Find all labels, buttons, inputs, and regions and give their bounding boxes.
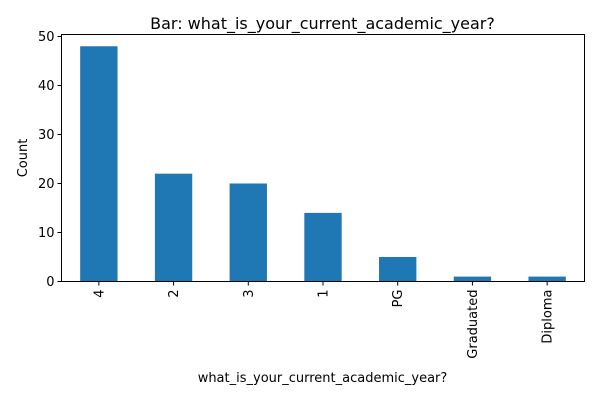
x-axis-ticks: 4 2 3 1 PG Graduated Diploma (92, 281, 556, 359)
chart-title: Bar: what_is_your_current_academic_year? (150, 14, 495, 34)
bar-graduated (453, 276, 492, 282)
y-axis-ticks: 0 10 20 30 40 50 (38, 30, 62, 290)
x-tick-label: PG (391, 290, 406, 308)
x-tick-label: 3 (242, 290, 257, 298)
x-tick-label: 4 (92, 290, 107, 298)
x-axis-label: what_is_your_current_academic_year? (198, 371, 448, 386)
y-tick-label: 50 (38, 30, 55, 45)
y-tick-label: 30 (38, 128, 55, 143)
y-tick-label: 40 (38, 79, 55, 94)
y-tick-label: 10 (38, 226, 55, 241)
y-tick-label: 20 (38, 177, 55, 192)
x-tick-label: 2 (167, 290, 182, 298)
bar-1 (304, 212, 342, 282)
y-axis-label: Count (16, 139, 31, 178)
x-tick-label: 1 (317, 290, 332, 298)
bar-3 (229, 183, 267, 282)
bar-pg (379, 256, 417, 282)
x-tick-label: Graduated (466, 290, 481, 359)
x-tick-label: Diploma (541, 290, 556, 344)
y-tick-label: 0 (46, 275, 54, 290)
bar-2 (154, 173, 193, 282)
plot-frame (61, 34, 585, 282)
bar-diploma (528, 276, 566, 282)
bar-4 (80, 46, 118, 282)
bars-group (80, 46, 566, 282)
